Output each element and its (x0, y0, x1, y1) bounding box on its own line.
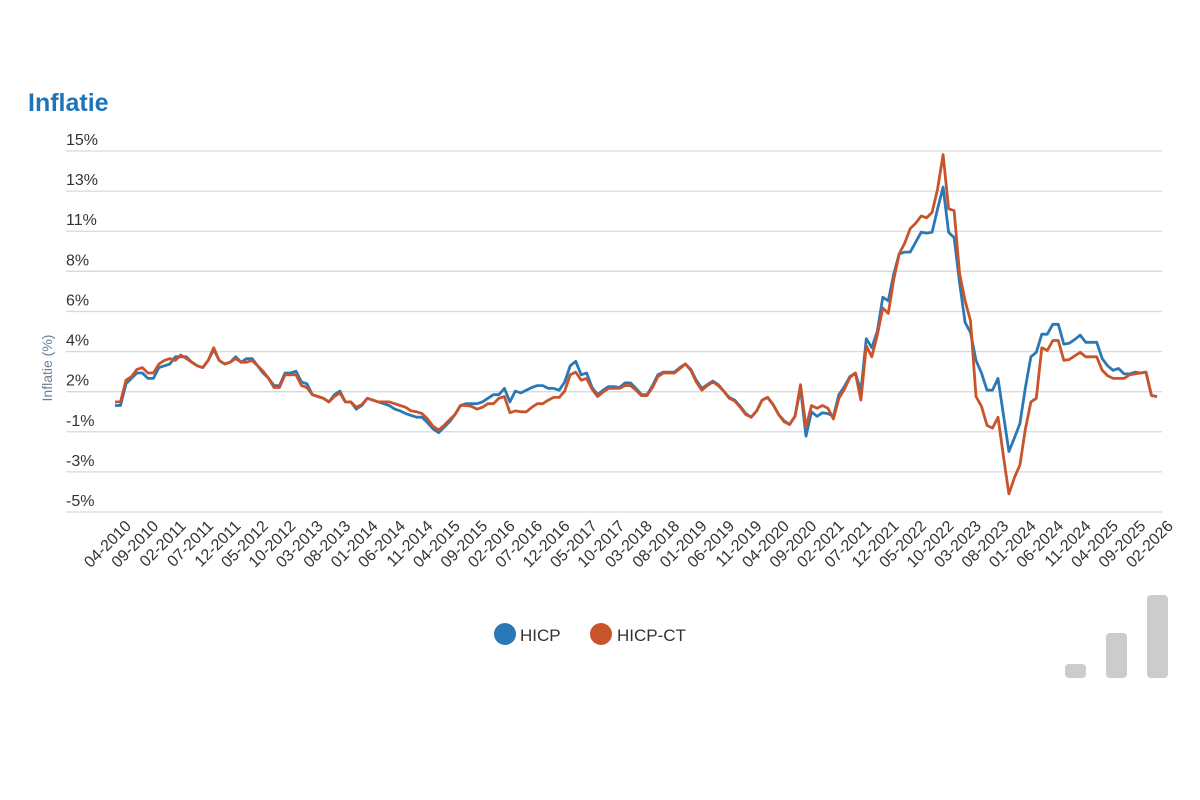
legend-item-hicp-ct[interactable]: HICP-CT (590, 623, 686, 645)
y-tick-labels: -5% -3% -1% 2% 4% 6% 8% 11% 13% 15% (66, 132, 98, 510)
legend-item-hicp[interactable]: HICP (494, 623, 561, 645)
series-lines (115, 153, 1158, 496)
x-tick-labels: 04-201009-201002-201107-201112-201105-20… (81, 518, 1177, 572)
legend-marker-hicp (494, 623, 516, 645)
legend-label-hicp-ct: HICP-CT (617, 626, 686, 645)
chart-title: Inflatie (28, 89, 109, 117)
y-tick-label: 15% (66, 132, 98, 149)
y-tick-label: 2% (66, 373, 89, 390)
y-tick-label: 8% (66, 252, 89, 269)
series-line-hicp (115, 185, 1158, 453)
y-tick-label: 11% (66, 212, 97, 229)
bar-chart-icon (1065, 595, 1168, 678)
y-tick-label: 13% (66, 172, 98, 189)
gridlines (66, 150, 1162, 513)
legend: HICP HICP-CT (494, 623, 686, 645)
y-tick-label: -5% (66, 493, 94, 510)
y-tick-label: 6% (66, 292, 89, 309)
y-tick-label: 4% (66, 333, 89, 350)
y-axis-label: Inflatie (%) (39, 335, 55, 402)
legend-label-hicp: HICP (520, 626, 561, 645)
y-tick-label: -3% (66, 453, 94, 470)
y-tick-label: -1% (66, 413, 94, 430)
series-line-hicp-ct (115, 153, 1158, 496)
legend-marker-hicp-ct (590, 623, 612, 645)
